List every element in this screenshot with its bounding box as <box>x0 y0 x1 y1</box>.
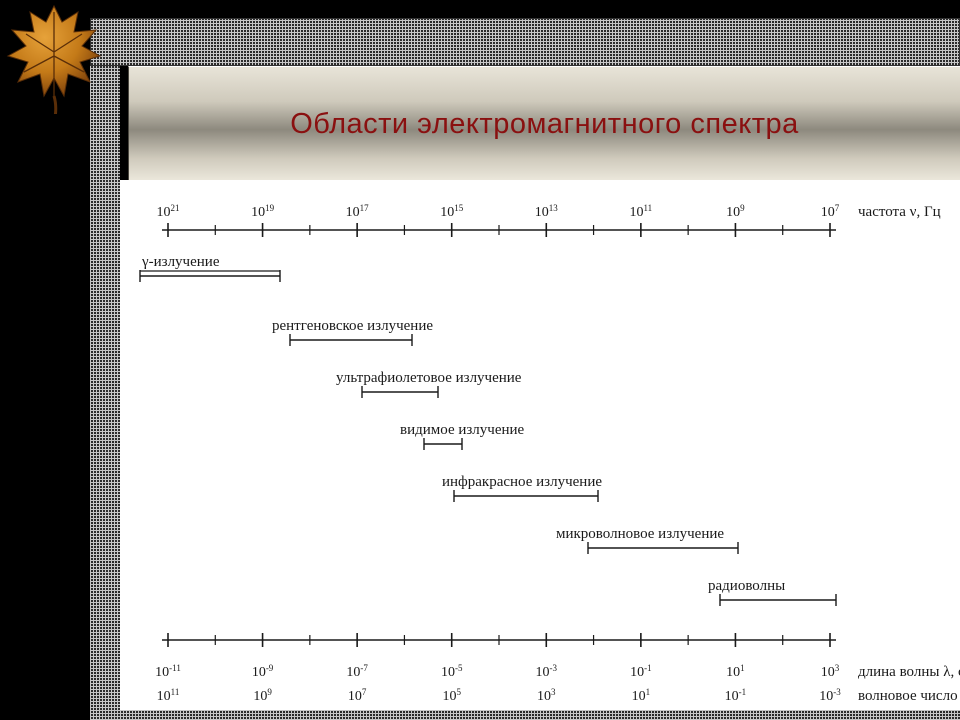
em-spectrum-diagram: 1021 1019 1017 1015 1013 1011 109 107 частота ν,… <box>120 180 960 710</box>
svg-text:волновое число ν̃, см⁻¹: волновое число ν̃, см⁻¹ <box>858 688 960 704</box>
svg-text:10-3: 10-3 <box>536 663 558 680</box>
svg-text:10-5: 10-5 <box>441 663 463 680</box>
svg-text:107: 107 <box>821 203 840 220</box>
svg-text:10-1: 10-1 <box>630 663 652 680</box>
svg-text:10-7: 10-7 <box>346 663 368 680</box>
svg-text:10-9: 10-9 <box>252 663 274 680</box>
leaf-icon <box>0 0 114 114</box>
svg-text:101: 101 <box>632 687 651 704</box>
svg-text:микроволновое излучение: микроволновое излучение <box>556 526 724 542</box>
svg-text:10-3: 10-3 <box>819 687 841 704</box>
svg-text:107: 107 <box>348 687 367 704</box>
svg-text:103: 103 <box>537 687 556 704</box>
svg-text:1013: 1013 <box>535 203 559 220</box>
svg-text:103: 103 <box>821 663 840 680</box>
svg-text:10-1: 10-1 <box>725 687 747 704</box>
svg-text:ультрафиолетовое излучение: ультрафиолетовое излучение <box>336 370 522 386</box>
svg-text:длина волны λ, см: длина волны λ, см <box>858 664 960 680</box>
svg-text:1021: 1021 <box>157 203 180 220</box>
svg-text:109: 109 <box>726 203 745 220</box>
title-bar: Области электромагнитного спектра <box>128 66 960 182</box>
svg-text:1015: 1015 <box>440 203 464 220</box>
svg-text:1011: 1011 <box>630 203 653 220</box>
svg-text:109: 109 <box>253 687 272 704</box>
svg-text:105: 105 <box>442 687 461 704</box>
svg-text:видимое излучение: видимое излучение <box>400 422 525 438</box>
svg-text:1017: 1017 <box>346 203 370 220</box>
side-border-pattern <box>90 18 120 720</box>
svg-text:инфракрасное излучение: инфракрасное излучение <box>442 474 602 490</box>
svg-text:радиоволны: радиоволны <box>708 578 785 594</box>
top-border-pattern <box>90 18 960 66</box>
svg-text:γ-излучение: γ-излучение <box>141 254 220 270</box>
svg-text:частота ν, Гц: частота ν, Гц <box>858 204 941 220</box>
svg-text:1019: 1019 <box>251 203 274 220</box>
slide-root: Области электромагнитного спектра 102110… <box>0 0 960 720</box>
slide-title: Области электромагнитного спектра <box>290 108 799 141</box>
svg-text:101: 101 <box>726 663 745 680</box>
svg-text:1011: 1011 <box>157 687 180 704</box>
svg-text:рентгеновское излучение: рентгеновское излучение <box>272 318 433 334</box>
svg-text:10-11: 10-11 <box>155 663 181 680</box>
diagram-svg: 1021 1019 1017 1015 1013 1011 109 107 частота ν,… <box>120 180 960 720</box>
